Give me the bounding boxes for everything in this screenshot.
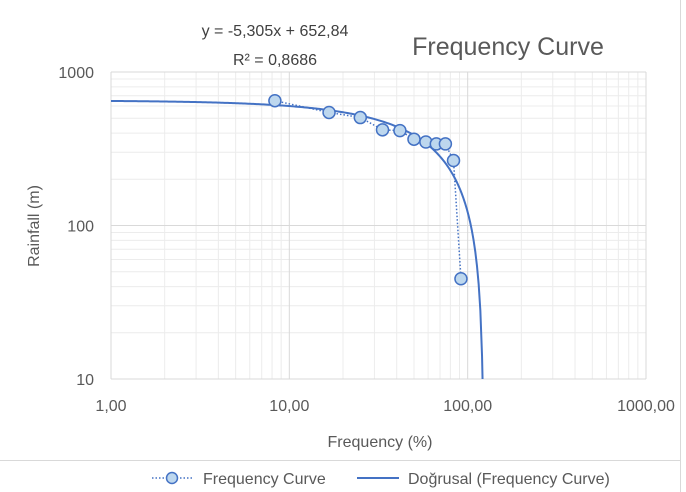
x-tick-label: 1000,00 — [617, 398, 675, 415]
data-point — [407, 132, 421, 146]
data-point — [268, 93, 282, 108]
legend-marker-swatch — [165, 471, 179, 485]
series-dotted-line — [274, 99, 462, 279]
x-tick-label: 100,00 — [443, 398, 492, 415]
legend-item-frequency-curve: Frequency Curve — [152, 471, 326, 488]
data-point — [454, 271, 468, 286]
legend: Frequency Curve Doğrusal (Frequency Curv… — [152, 471, 610, 488]
chart-title: Frequency Curve — [412, 33, 604, 61]
legend-label-series-2: Doğrusal (Frequency Curve) — [408, 471, 610, 488]
major-gridlines — [110, 71, 647, 380]
data-point — [375, 123, 390, 137]
data-point — [393, 123, 407, 138]
chart-border-bottom — [0, 460, 681, 461]
data-point — [322, 105, 336, 120]
data-point — [438, 137, 453, 151]
x-axis-label: Frequency (%) — [328, 434, 433, 451]
y-tick-label: 1000 — [58, 65, 94, 82]
trendline-r-squared: R² = 0,8686 — [233, 52, 317, 69]
y-axis-label: Rainfall (m) — [26, 185, 43, 267]
legend-item-linear-trend: Doğrusal (Frequency Curve) — [357, 471, 610, 488]
data-point — [353, 110, 368, 125]
legend-label-series-1: Frequency Curve — [203, 471, 326, 488]
series-layer — [268, 93, 468, 286]
tick-labels: 1,00 10,00 100,00 1000,00 10 100 1000 — [58, 65, 675, 415]
y-tick-label: 10 — [76, 372, 94, 389]
trendline-equation: y = -5,305x + 652,84 — [202, 23, 349, 40]
y-tick-label: 100 — [67, 219, 94, 236]
chart-border-right — [680, 0, 681, 492]
x-tick-label: 1,00 — [95, 398, 126, 415]
data-point — [446, 153, 461, 168]
x-tick-label: 10,00 — [269, 398, 309, 415]
